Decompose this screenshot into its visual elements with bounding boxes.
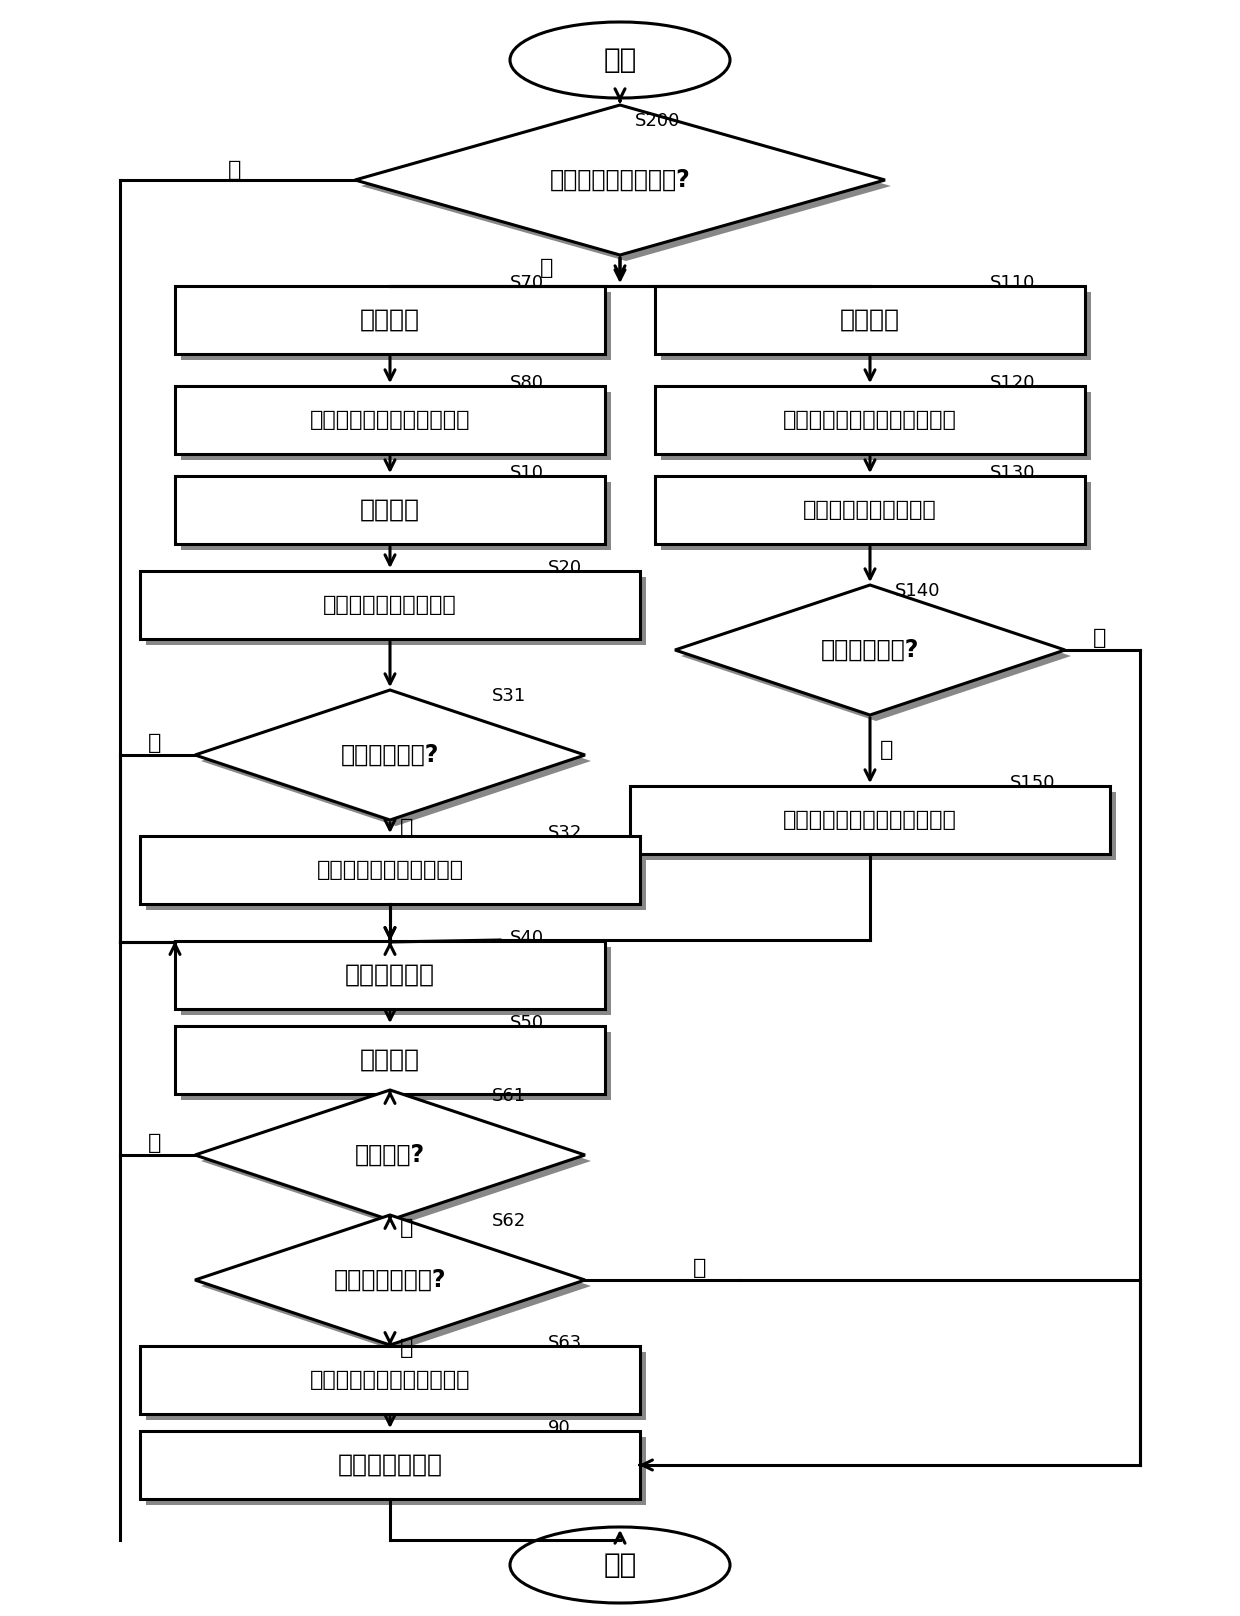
- Text: 第一号车灯按第一亮度照射: 第一号车灯按第一亮度照射: [310, 1370, 470, 1390]
- Text: 是: 是: [401, 818, 413, 839]
- Bar: [146, 842, 646, 910]
- Polygon shape: [195, 1091, 585, 1220]
- Polygon shape: [355, 105, 885, 255]
- Polygon shape: [201, 696, 591, 826]
- Text: S140: S140: [895, 582, 940, 600]
- Text: 否: 否: [1094, 629, 1106, 648]
- Text: 是否设置为手动模式?: 是否设置为手动模式?: [549, 168, 691, 192]
- Bar: [181, 1033, 611, 1100]
- Text: 否: 否: [539, 259, 553, 278]
- Bar: [655, 477, 1085, 545]
- Text: 结束: 结束: [604, 1551, 636, 1579]
- Text: 感知车距: 感知车距: [360, 1049, 420, 1071]
- Text: 否: 否: [149, 734, 161, 753]
- Text: 感知雾天时开启第二号车灯: 感知雾天时开启第二号车灯: [310, 410, 470, 430]
- Bar: [140, 1432, 640, 1500]
- Text: S31: S31: [492, 687, 526, 705]
- Text: 刹车系统启动?: 刹车系统启动?: [821, 638, 919, 663]
- Text: S130: S130: [990, 464, 1035, 482]
- Text: S80: S80: [510, 373, 544, 393]
- Text: 雾天感知: 雾天感知: [360, 309, 420, 331]
- Text: 是: 是: [880, 740, 893, 760]
- Text: S200: S200: [635, 112, 681, 129]
- Bar: [181, 947, 611, 1015]
- Text: 否: 否: [693, 1257, 707, 1278]
- Text: 根据降雨范围开启第二号车灯: 根据降雨范围开启第二号车灯: [784, 410, 957, 430]
- Text: 开始: 开始: [604, 45, 636, 74]
- Text: 根据降雨范围开启第一号车灯: 根据降雨范围开启第一号车灯: [784, 810, 957, 831]
- Text: 否: 否: [149, 1133, 161, 1152]
- Text: S61: S61: [492, 1088, 526, 1105]
- Bar: [181, 393, 611, 461]
- Text: S10: S10: [510, 464, 544, 482]
- Text: 事先设定的车距?: 事先设定的车距?: [334, 1269, 446, 1293]
- Polygon shape: [195, 1215, 585, 1345]
- Bar: [175, 386, 605, 454]
- Bar: [146, 577, 646, 645]
- Text: S120: S120: [990, 373, 1035, 393]
- Bar: [661, 482, 1091, 549]
- Bar: [175, 477, 605, 545]
- Bar: [146, 1353, 646, 1420]
- Text: 90: 90: [548, 1419, 570, 1437]
- Text: 第二号车灯熄灭: 第二号车灯熄灭: [337, 1453, 443, 1477]
- Bar: [655, 386, 1085, 454]
- Bar: [661, 393, 1091, 461]
- Polygon shape: [681, 591, 1071, 721]
- Text: S63: S63: [548, 1333, 583, 1353]
- Bar: [140, 1346, 640, 1414]
- Polygon shape: [201, 1222, 591, 1351]
- Bar: [175, 941, 605, 1008]
- Bar: [636, 792, 1116, 860]
- Text: S150: S150: [1011, 774, 1055, 792]
- Text: 感知刹车系统启动情况: 感知刹车系统启动情况: [804, 499, 937, 520]
- Text: S70: S70: [510, 275, 544, 292]
- Bar: [140, 835, 640, 903]
- Bar: [630, 785, 1110, 853]
- Text: S40: S40: [510, 929, 544, 947]
- Text: 是: 是: [228, 160, 242, 179]
- Bar: [661, 292, 1091, 360]
- Text: 感知停车情况: 感知停车情况: [345, 963, 435, 987]
- Text: 感知刹车系统启动情况: 感知刹车系统启动情况: [324, 595, 456, 616]
- Text: 亮度感知: 亮度感知: [360, 498, 420, 522]
- Polygon shape: [195, 690, 585, 819]
- Text: 是: 是: [401, 1218, 413, 1238]
- Bar: [175, 1026, 605, 1094]
- Polygon shape: [361, 112, 892, 262]
- Text: 是: 是: [401, 1338, 413, 1357]
- Text: S32: S32: [548, 824, 583, 842]
- Bar: [146, 1437, 646, 1504]
- Text: 车辆停止?: 车辆停止?: [355, 1143, 425, 1167]
- Polygon shape: [201, 1096, 591, 1227]
- Polygon shape: [675, 585, 1065, 714]
- Bar: [655, 286, 1085, 354]
- Text: 降雨感知: 降雨感知: [839, 309, 900, 331]
- Bar: [181, 292, 611, 360]
- Text: S110: S110: [990, 275, 1035, 292]
- Ellipse shape: [510, 1527, 730, 1603]
- Text: 根据亮度第一号车灯照射: 根据亮度第一号车灯照射: [316, 860, 464, 881]
- Text: 刹车系统启动?: 刹车系统启动?: [341, 743, 439, 768]
- Text: S20: S20: [548, 559, 582, 577]
- Bar: [140, 570, 640, 638]
- Bar: [181, 482, 611, 549]
- Text: S62: S62: [492, 1212, 526, 1230]
- Text: S50: S50: [510, 1013, 544, 1033]
- Ellipse shape: [510, 23, 730, 99]
- Bar: [175, 286, 605, 354]
